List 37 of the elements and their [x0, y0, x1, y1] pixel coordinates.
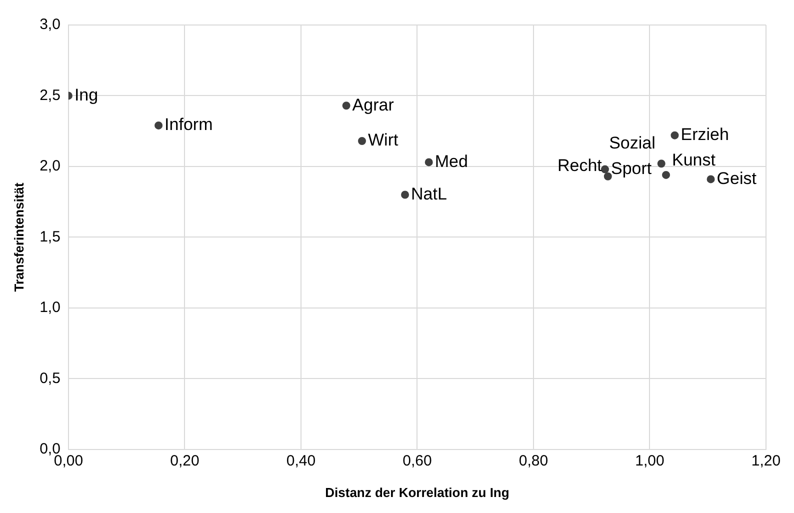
annotation: Geist	[716, 168, 757, 188]
annotation: Erzieh	[680, 125, 729, 144]
annotation: Agrar	[352, 95, 394, 114]
annotation: Sozial	[609, 133, 656, 152]
point	[401, 190, 410, 199]
y-axis-title: Transferintensität	[11, 182, 26, 292]
annotation: NatL	[411, 184, 447, 204]
point	[706, 175, 715, 184]
annotation: Ing	[74, 85, 98, 104]
y-tick-label: 2,5	[40, 86, 60, 104]
point	[154, 121, 163, 130]
y-tick-label: 0,5	[40, 370, 60, 387]
x-tick-label: 0,80	[518, 452, 548, 470]
y-tick-label: 2,0	[40, 158, 60, 175]
x-axis-title: Distanz der Korrelation zu Ing	[325, 484, 510, 500]
x-tick-label: 0,00	[54, 452, 84, 470]
point	[657, 160, 666, 168]
annotation: Med	[434, 152, 468, 171]
x-tick-label: 0,60	[402, 452, 432, 470]
point	[662, 170, 670, 179]
point	[670, 131, 679, 140]
point	[342, 102, 350, 110]
x-tick-label: 1,20	[751, 452, 781, 470]
point	[358, 137, 366, 146]
x-tick-label: 0,20	[170, 452, 200, 470]
point	[604, 172, 612, 180]
annotation: Kunst	[672, 150, 716, 170]
y-tick-label: 1,0	[40, 299, 60, 316]
point	[424, 158, 433, 166]
annotation: Recht	[557, 156, 602, 176]
y-tick-label: 1,5	[40, 228, 60, 246]
annotation: Inform	[164, 115, 213, 134]
x-tick-label: 1,00	[635, 452, 664, 470]
x-tick-label: 0,40	[286, 452, 316, 470]
annotation: Wirt	[368, 130, 398, 150]
y-tick-label: 3,0	[40, 16, 60, 34]
annotation: Sport	[610, 158, 652, 178]
